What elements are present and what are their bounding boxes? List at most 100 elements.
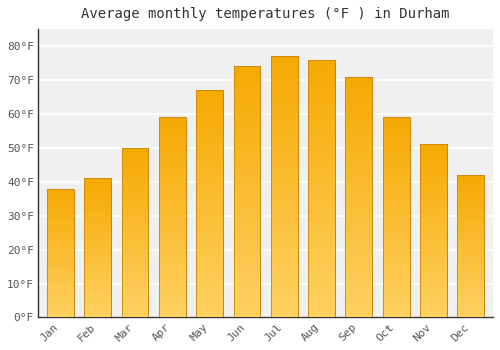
Bar <box>382 271 409 278</box>
Bar <box>122 272 148 278</box>
Bar <box>47 210 74 214</box>
Bar <box>234 133 260 142</box>
Bar <box>420 260 447 266</box>
Bar <box>458 218 484 223</box>
Bar <box>159 124 186 131</box>
Bar <box>382 258 409 264</box>
Bar <box>159 150 186 158</box>
Bar <box>420 283 447 289</box>
Bar <box>308 146 335 154</box>
Bar <box>196 135 223 143</box>
Bar <box>234 142 260 150</box>
Bar <box>47 274 74 279</box>
Bar <box>420 145 447 317</box>
Bar <box>122 193 148 199</box>
Bar <box>420 248 447 254</box>
Bar <box>122 284 148 289</box>
Bar <box>47 232 74 236</box>
Bar <box>271 239 297 248</box>
Bar <box>196 120 223 128</box>
Bar <box>122 176 148 182</box>
Bar <box>420 150 447 156</box>
Bar <box>271 213 297 222</box>
Bar <box>458 313 484 317</box>
Bar <box>308 60 335 68</box>
Bar <box>234 83 260 91</box>
Bar <box>346 205 372 213</box>
Bar <box>308 60 335 317</box>
Bar <box>196 211 223 219</box>
Bar <box>234 167 260 175</box>
Bar <box>122 159 148 165</box>
Bar <box>458 308 484 313</box>
Bar <box>47 240 74 244</box>
Bar <box>308 180 335 189</box>
Bar <box>271 309 297 317</box>
Bar <box>122 289 148 295</box>
Bar <box>346 221 372 229</box>
Bar <box>159 164 186 171</box>
Title: Average monthly temperatures (°F ) in Durham: Average monthly temperatures (°F ) in Du… <box>82 7 450 21</box>
Bar <box>196 226 223 234</box>
Bar <box>159 171 186 177</box>
Bar <box>122 301 148 306</box>
Bar <box>420 231 447 237</box>
Bar <box>382 278 409 284</box>
Bar <box>47 292 74 296</box>
Bar <box>420 225 447 231</box>
Bar <box>122 261 148 267</box>
Bar <box>420 179 447 185</box>
Bar <box>159 158 186 164</box>
Bar <box>47 219 74 223</box>
Bar <box>458 280 484 284</box>
Bar <box>196 295 223 302</box>
Bar <box>382 137 409 144</box>
Bar <box>47 189 74 193</box>
Bar <box>47 214 74 219</box>
Bar <box>84 290 111 294</box>
Bar <box>196 128 223 135</box>
Bar <box>234 242 260 251</box>
Bar <box>382 311 409 317</box>
Bar <box>159 117 186 317</box>
Bar <box>458 184 484 189</box>
Bar <box>420 214 447 219</box>
Bar <box>234 66 260 75</box>
Bar <box>234 301 260 309</box>
Bar <box>196 272 223 280</box>
Bar <box>159 244 186 251</box>
Bar <box>196 181 223 189</box>
Bar <box>382 237 409 244</box>
Bar <box>47 244 74 249</box>
Bar <box>308 309 335 317</box>
Bar <box>382 124 409 131</box>
Bar <box>308 103 335 111</box>
Bar <box>308 206 335 214</box>
Bar <box>234 159 260 167</box>
Bar <box>84 178 111 183</box>
Bar <box>196 158 223 166</box>
Bar <box>122 312 148 317</box>
Bar <box>122 233 148 238</box>
Bar <box>122 210 148 216</box>
Bar <box>122 250 148 255</box>
Bar <box>458 213 484 218</box>
Bar <box>234 209 260 217</box>
Bar <box>196 219 223 226</box>
Bar <box>159 271 186 278</box>
Bar <box>382 131 409 137</box>
Bar <box>159 258 186 264</box>
Bar <box>196 242 223 249</box>
Bar <box>346 277 372 285</box>
Bar <box>346 77 372 317</box>
Bar <box>159 204 186 211</box>
Bar <box>458 251 484 256</box>
Bar <box>308 111 335 120</box>
Bar <box>47 283 74 287</box>
Bar <box>84 183 111 188</box>
Bar <box>47 270 74 274</box>
Bar <box>234 91 260 100</box>
Bar <box>122 267 148 272</box>
Bar <box>47 236 74 240</box>
Bar <box>458 265 484 270</box>
